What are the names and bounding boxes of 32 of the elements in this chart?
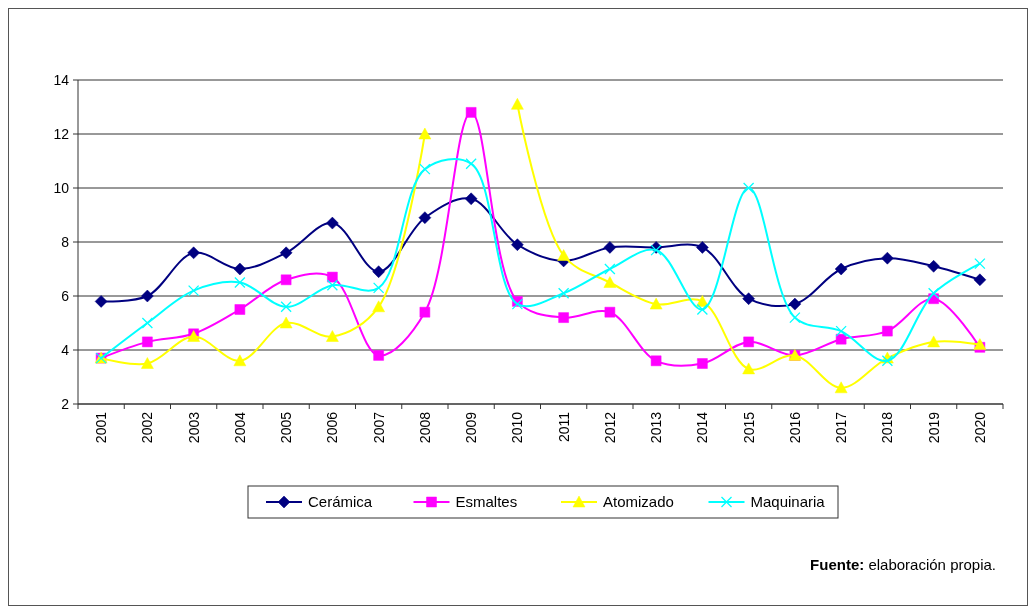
x-tick-label: 2007 <box>370 411 387 444</box>
x-tick-label: 2019 <box>925 411 942 444</box>
y-tick-label: 4 <box>61 341 70 358</box>
x-tick-label: 2006 <box>324 411 341 444</box>
x-tick-label: 2018 <box>879 411 896 444</box>
source-note: Fuente: elaboración propia. <box>810 556 996 573</box>
x-tick-label: 2012 <box>601 411 618 444</box>
x-tick-label: 2017 <box>833 411 850 444</box>
y-tick-label: 12 <box>53 125 70 142</box>
x-tick-label: 2001 <box>93 411 110 444</box>
y-tick-label: 10 <box>53 179 70 196</box>
x-tick-label: 2014 <box>694 411 711 444</box>
x-tick-label: 2008 <box>416 411 433 444</box>
x-tick-label: 2013 <box>648 411 665 444</box>
legend-label: Maquinaria <box>750 493 826 511</box>
x-tick-label: 2009 <box>463 411 480 444</box>
x-tick-label: 2020 <box>971 411 988 444</box>
x-tick-label: 2015 <box>740 411 757 444</box>
y-tick-label: 14 <box>53 71 70 88</box>
legend-label: Cerámica <box>308 493 373 511</box>
x-tick-label: 2004 <box>231 411 248 444</box>
y-tick-label: 2 <box>61 395 70 412</box>
y-tick-label: 8 <box>61 233 70 250</box>
x-tick-label: 2002 <box>139 411 156 444</box>
x-tick-label: 2011 <box>555 411 572 443</box>
legend-label: Esmaltes <box>455 493 518 511</box>
legend-label: Atomizado <box>603 493 674 511</box>
x-tick-label: 2003 <box>185 411 202 444</box>
y-tick-label: 6 <box>61 287 70 304</box>
x-tick-label: 2016 <box>786 411 803 444</box>
x-tick-label: 2005 <box>278 411 295 444</box>
x-tick-label: 2010 <box>509 411 526 444</box>
